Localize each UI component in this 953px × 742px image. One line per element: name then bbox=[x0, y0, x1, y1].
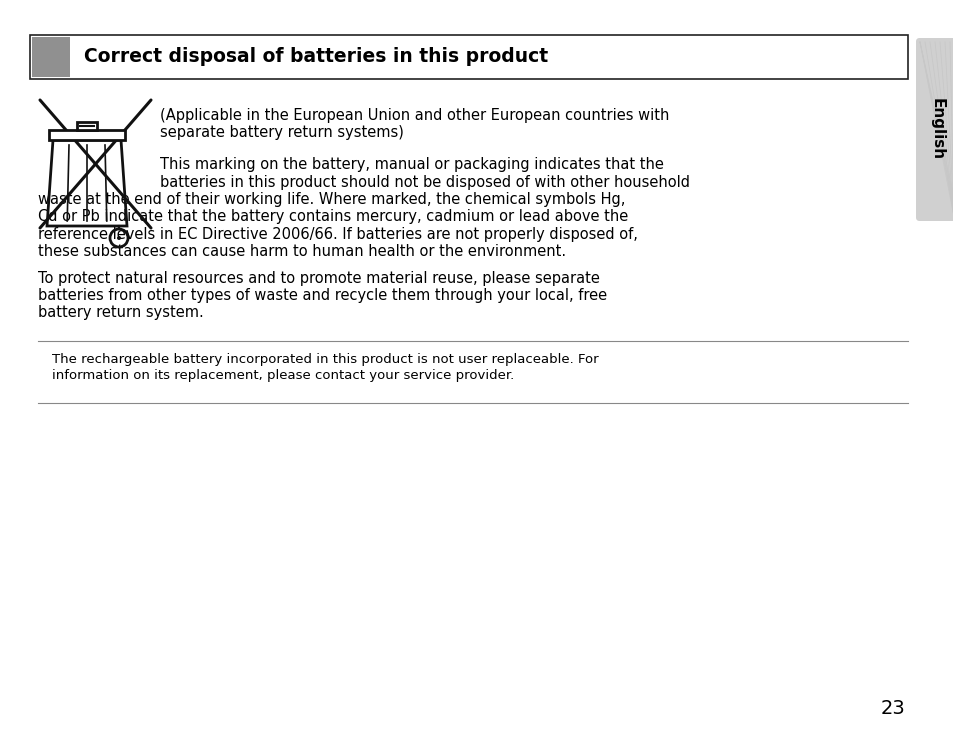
Text: separate battery return systems): separate battery return systems) bbox=[160, 125, 403, 140]
Text: Correct disposal of batteries in this product: Correct disposal of batteries in this pr… bbox=[84, 47, 548, 67]
Bar bbox=[77, 122, 97, 130]
Text: battery return system.: battery return system. bbox=[38, 306, 204, 321]
Text: reference levels in EC Directive 2006/66. If batteries are not properly disposed: reference levels in EC Directive 2006/66… bbox=[38, 227, 638, 242]
Text: these substances can cause harm to human health or the environment.: these substances can cause harm to human… bbox=[38, 245, 565, 260]
Text: batteries from other types of waste and recycle them through your local, free: batteries from other types of waste and … bbox=[38, 288, 606, 303]
Bar bbox=[49, 130, 125, 140]
FancyBboxPatch shape bbox=[915, 38, 953, 221]
Text: batteries in this product should not be disposed of with other household: batteries in this product should not be … bbox=[160, 174, 689, 189]
Text: information on its replacement, please contact your service provider.: information on its replacement, please c… bbox=[52, 369, 514, 382]
Bar bbox=[32, 37, 70, 77]
Text: To protect natural resources and to promote material reuse, please separate: To protect natural resources and to prom… bbox=[38, 271, 599, 286]
Text: 23: 23 bbox=[880, 699, 904, 718]
Text: English: English bbox=[928, 99, 943, 160]
FancyBboxPatch shape bbox=[915, 38, 953, 221]
Text: (Applicable in the European Union and other European countries with: (Applicable in the European Union and ot… bbox=[160, 108, 669, 123]
Text: This marking on the battery, manual or packaging indicates that the: This marking on the battery, manual or p… bbox=[160, 157, 663, 172]
Text: The rechargeable battery incorporated in this product is not user replaceable. F: The rechargeable battery incorporated in… bbox=[52, 353, 598, 366]
Text: Cd or Pb indicate that the battery contains mercury, cadmium or lead above the: Cd or Pb indicate that the battery conta… bbox=[38, 209, 628, 225]
Text: waste at the end of their working life. Where marked, the chemical symbols Hg,: waste at the end of their working life. … bbox=[38, 192, 625, 207]
Bar bbox=[30, 35, 907, 79]
Circle shape bbox=[117, 236, 121, 240]
